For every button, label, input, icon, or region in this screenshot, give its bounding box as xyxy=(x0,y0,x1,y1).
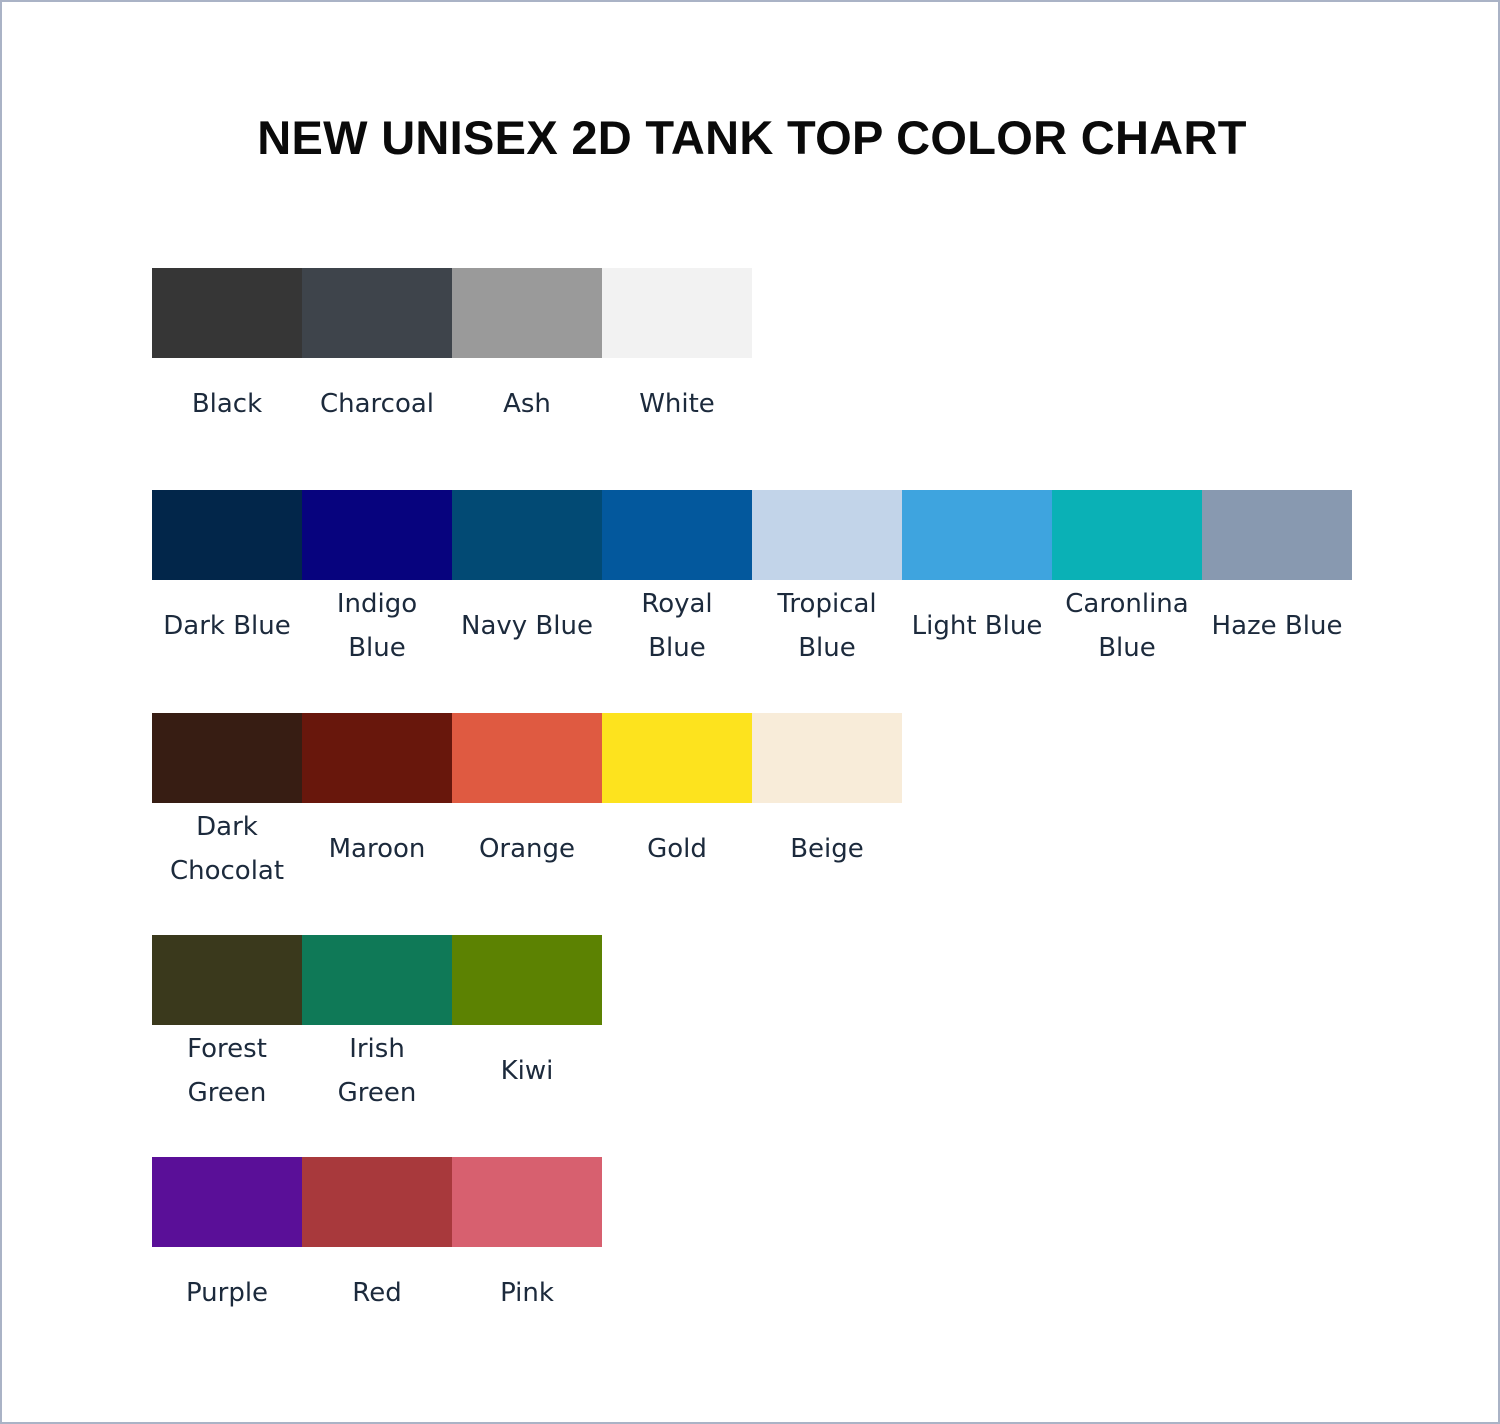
color-swatch xyxy=(602,490,752,580)
color-swatch xyxy=(452,935,602,1025)
color-label: White xyxy=(639,389,715,419)
color-swatch xyxy=(302,713,452,803)
color-label: Royal Blue xyxy=(641,589,713,663)
color-item: Dark Blue xyxy=(152,490,302,690)
color-item: Indigo Blue xyxy=(302,490,452,690)
color-item: Pink xyxy=(452,1157,602,1357)
color-label: Dark Chocolat xyxy=(169,812,285,886)
color-label: Charcoal xyxy=(319,389,435,419)
color-label: Forest Green xyxy=(187,1034,267,1108)
color-swatch xyxy=(452,268,602,358)
color-item: Irish Green xyxy=(302,935,452,1135)
color-item: Light Blue xyxy=(902,490,1052,690)
color-item: Kiwi xyxy=(452,935,602,1135)
color-item: Maroon xyxy=(302,713,452,913)
color-swatch xyxy=(152,268,302,358)
color-swatch xyxy=(752,490,902,580)
color-item: Purple xyxy=(152,1157,302,1357)
color-swatch xyxy=(302,1157,452,1247)
color-label: Orange xyxy=(478,834,576,864)
color-swatch xyxy=(302,935,452,1025)
color-label: Dark Blue xyxy=(163,611,291,641)
color-label: Ash xyxy=(503,389,551,419)
page-title: NEW UNISEX 2D TANK TOP COLOR CHART xyxy=(257,111,1247,164)
color-item: Haze Blue xyxy=(1202,490,1352,690)
color-label: Kiwi xyxy=(500,1056,554,1086)
color-swatch xyxy=(452,490,602,580)
color-item: Forest Green xyxy=(152,935,302,1135)
color-item: Red xyxy=(302,1157,452,1357)
color-swatch xyxy=(1202,490,1352,580)
color-swatch xyxy=(152,935,302,1025)
color-label: Beige xyxy=(790,834,864,864)
color-swatch xyxy=(602,713,752,803)
color-label: Tropical Blue xyxy=(777,589,877,663)
color-label: Pink xyxy=(500,1278,554,1308)
color-swatch xyxy=(752,713,902,803)
color-item: Charcoal xyxy=(302,268,452,468)
color-swatch xyxy=(152,1157,302,1247)
color-label: Haze Blue xyxy=(1211,611,1343,641)
color-swatch xyxy=(152,490,302,580)
color-item: Dark Chocolat xyxy=(152,713,302,913)
color-label: Indigo Blue xyxy=(336,589,418,663)
color-label: Maroon xyxy=(328,834,426,864)
color-item: Caronlina Blue xyxy=(1052,490,1202,690)
color-label: Caronlina Blue xyxy=(1065,589,1189,663)
color-label: Light Blue xyxy=(911,611,1043,641)
color-label: Irish Green xyxy=(337,1034,417,1108)
color-label: Purple xyxy=(185,1278,269,1308)
color-item: Beige xyxy=(752,713,902,913)
color-item: Ash xyxy=(452,268,602,468)
color-swatch xyxy=(302,268,452,358)
color-swatch xyxy=(1052,490,1202,580)
color-swatch xyxy=(902,490,1052,580)
color-item: Navy Blue xyxy=(452,490,602,690)
color-item: Royal Blue xyxy=(602,490,752,690)
color-item: Orange xyxy=(452,713,602,913)
color-swatch xyxy=(302,490,452,580)
color-item: White xyxy=(602,268,752,468)
color-label: Red xyxy=(352,1278,402,1308)
color-swatch xyxy=(452,1157,602,1247)
color-label: Black xyxy=(191,389,263,419)
color-item: Tropical Blue xyxy=(752,490,902,690)
color-swatch xyxy=(602,268,752,358)
color-item: Gold xyxy=(602,713,752,913)
color-label: Gold xyxy=(647,834,707,864)
color-swatch xyxy=(452,713,602,803)
color-swatch xyxy=(152,713,302,803)
color-label: Navy Blue xyxy=(461,611,593,641)
color-item: Black xyxy=(152,268,302,468)
